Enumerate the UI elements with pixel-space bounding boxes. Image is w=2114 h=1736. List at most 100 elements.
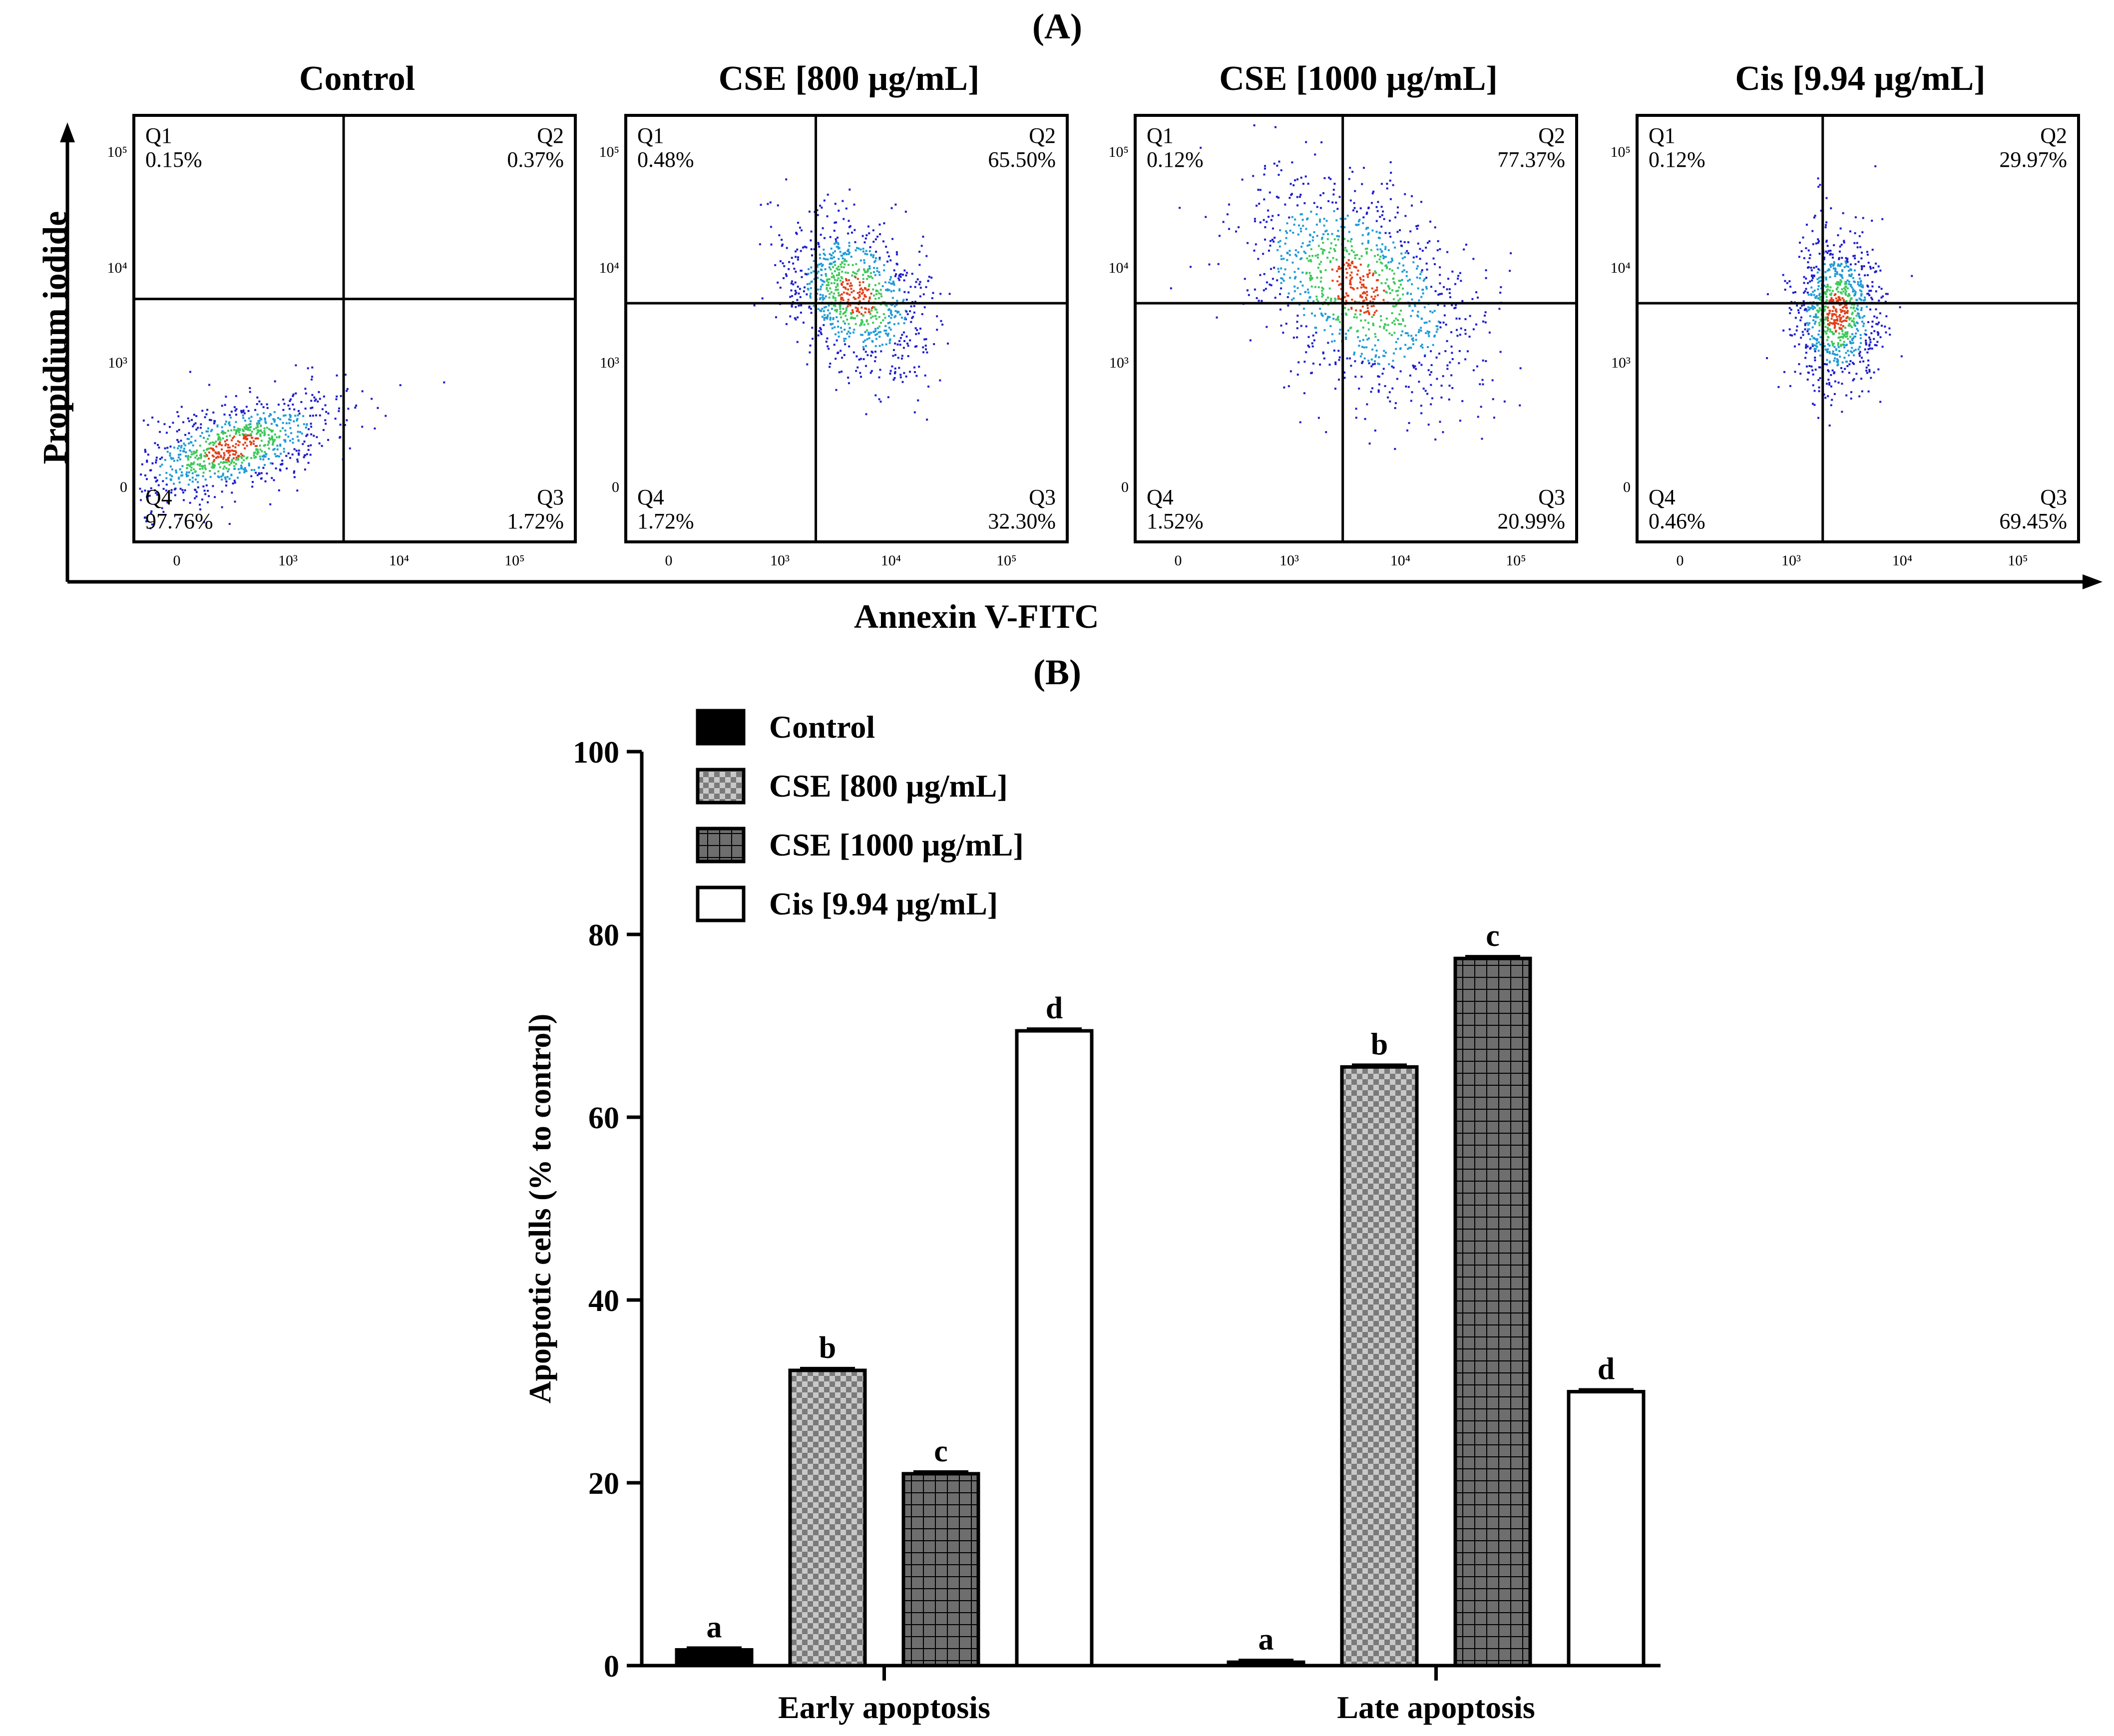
- flow-x-tick-label: 0: [665, 552, 673, 569]
- flow-event-dot: [1459, 420, 1461, 422]
- flow-event-dot: [1218, 235, 1221, 237]
- flow-event-dot: [1807, 294, 1810, 296]
- flow-event-dot: [222, 467, 225, 470]
- flow-event-dot: [1346, 214, 1349, 217]
- flow-event-dot: [1818, 277, 1820, 279]
- flow-event-dot: [870, 370, 873, 372]
- flow-event-dot: [1377, 201, 1379, 203]
- flow-event-dot: [1321, 290, 1323, 292]
- flow-event-dot: [285, 434, 287, 436]
- flow-event-dot: [1830, 297, 1833, 299]
- flow-event-dot: [904, 317, 906, 319]
- flow-event-dot: [222, 437, 224, 439]
- flow-event-dot: [819, 309, 822, 312]
- flow-event-dot: [914, 371, 916, 374]
- flow-event-dot: [1871, 285, 1874, 288]
- flow-event-dot: [1853, 290, 1856, 292]
- flow-event-dot: [1406, 292, 1409, 294]
- flow-event-dot: [858, 284, 861, 287]
- flow-event-dot: [1869, 267, 1872, 270]
- flow-event-dot: [1412, 340, 1414, 342]
- flow-event-dot: [852, 271, 854, 273]
- flow-event-dot: [1812, 306, 1815, 308]
- flow-event-dot: [1228, 228, 1231, 230]
- flow-event-dot: [821, 308, 824, 310]
- flow-event-dot: [245, 425, 248, 427]
- flow-event-dot: [297, 425, 300, 427]
- flow-event-dot: [1338, 333, 1341, 335]
- flow-event-dot: [1228, 203, 1231, 206]
- flow-event-dot: [1200, 146, 1202, 149]
- flow-event-dot: [190, 466, 193, 469]
- flow-event-dot: [901, 274, 904, 276]
- flow-event-dot: [307, 448, 310, 451]
- flow-event-dot: [1807, 261, 1809, 264]
- flow-event-dot: [1310, 372, 1312, 375]
- flow-event-dot: [191, 480, 194, 483]
- flow-event-dot: [1355, 309, 1357, 312]
- flow-event-dot: [198, 464, 201, 467]
- flow-event-dot: [1831, 290, 1834, 292]
- flow-event-dot: [218, 443, 220, 445]
- flow-event-dot: [1367, 227, 1369, 229]
- flow-event-dot: [1365, 311, 1367, 313]
- flow-event-dot: [827, 278, 829, 281]
- flow-event-dot: [1829, 352, 1831, 355]
- flow-event-dot: [306, 424, 308, 426]
- flow-event-dot: [246, 444, 248, 447]
- flow-event-dot: [1851, 339, 1854, 342]
- flow-event-dot: [217, 435, 220, 438]
- flow-event-dot: [1485, 360, 1487, 363]
- flow-event-dot: [1814, 214, 1816, 217]
- flow-event-dot: [1322, 233, 1324, 236]
- flow-event-dot: [1380, 282, 1383, 285]
- flow-event-dot: [165, 477, 168, 479]
- flow-event-dot: [276, 444, 279, 447]
- flow-event-dot: [1399, 229, 1401, 231]
- flow-event-dot: [1833, 393, 1836, 395]
- flow-event-dot: [1796, 304, 1798, 307]
- flow-event-dot: [1814, 350, 1816, 353]
- flow-event-dot: [1396, 206, 1399, 209]
- flow-event-dot: [1877, 368, 1880, 371]
- flow-event-dot: [1834, 314, 1837, 316]
- flow-event-dot: [1899, 306, 1901, 309]
- flow-event-dot: [1375, 206, 1378, 208]
- flow-event-dot: [1809, 280, 1811, 283]
- flow-event-dot: [860, 313, 862, 315]
- flow-event-dot: [878, 376, 880, 379]
- flow-event-dot: [862, 358, 865, 361]
- flow-event-dot: [179, 487, 182, 490]
- flow-event-dot: [1274, 126, 1276, 128]
- flow-event-dot: [1393, 332, 1396, 334]
- flow-event-dot: [1858, 346, 1861, 349]
- flow-event-dot: [240, 410, 243, 412]
- flow-event-dot: [233, 467, 236, 470]
- flow-event-dot: [1331, 340, 1333, 343]
- flow-event-dot: [1285, 230, 1287, 232]
- flow-event-dot: [227, 449, 230, 452]
- flow-event-dot: [841, 270, 844, 273]
- flow-event-dot: [1865, 334, 1867, 336]
- flow-event-dot: [1829, 289, 1831, 292]
- flow-event-dot: [838, 274, 841, 276]
- flow-event-dot: [1803, 309, 1806, 311]
- flow-event-dot: [1325, 299, 1327, 301]
- flow-event-dot: [1425, 262, 1428, 265]
- flow-event-dot: [1315, 298, 1318, 301]
- flow-event-dot: [1364, 248, 1367, 250]
- flow-event-dot: [770, 243, 773, 246]
- flow-event-dot: [797, 256, 800, 259]
- flow-event-dot: [1806, 365, 1808, 368]
- flow-event-dot: [1844, 292, 1847, 295]
- flow-event-dot: [1446, 251, 1449, 253]
- flow-event-dot: [1385, 291, 1388, 294]
- flow-event-dot: [1391, 322, 1394, 324]
- flow-event-dot: [1372, 324, 1374, 327]
- flow-event-dot: [1347, 259, 1350, 261]
- flow-event-dot: [864, 311, 866, 314]
- flow-event-dot: [1322, 242, 1324, 244]
- flow-event-dot: [1818, 330, 1821, 332]
- flow-event-dot: [856, 315, 858, 317]
- flow-event-dot: [1337, 298, 1339, 300]
